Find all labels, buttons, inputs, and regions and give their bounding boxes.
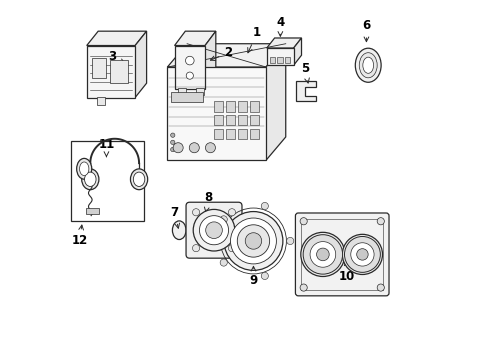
Bar (86, 45, 135, 98)
Bar (249, 129, 258, 139)
Polygon shape (266, 38, 301, 48)
Circle shape (205, 143, 215, 153)
Circle shape (300, 218, 306, 225)
Circle shape (170, 140, 175, 144)
Ellipse shape (355, 48, 380, 82)
Bar (237, 115, 246, 125)
Circle shape (170, 147, 175, 152)
Bar (70, 140, 144, 221)
Ellipse shape (362, 57, 373, 73)
Bar (92, 58, 106, 78)
Circle shape (193, 210, 234, 251)
Bar (249, 102, 258, 112)
Text: 1: 1 (247, 27, 261, 53)
Text: 9: 9 (249, 266, 257, 287)
Ellipse shape (359, 53, 376, 78)
Bar (174, 45, 204, 89)
Text: 5: 5 (300, 62, 309, 83)
Text: 7: 7 (170, 206, 179, 228)
Circle shape (205, 222, 222, 239)
Polygon shape (174, 31, 215, 45)
Bar (277, 57, 282, 63)
Circle shape (228, 209, 235, 216)
Bar (97, 97, 104, 105)
Polygon shape (135, 31, 146, 98)
Circle shape (192, 209, 199, 216)
Text: 12: 12 (71, 225, 87, 247)
Circle shape (300, 232, 344, 276)
Bar (249, 115, 258, 125)
Bar (237, 102, 246, 112)
Bar (266, 48, 293, 65)
Circle shape (316, 248, 328, 261)
Circle shape (309, 242, 335, 267)
Bar (214, 115, 223, 125)
Circle shape (199, 216, 228, 245)
Ellipse shape (130, 169, 147, 190)
Bar (225, 115, 235, 125)
Text: 3: 3 (107, 50, 124, 63)
Bar (225, 129, 235, 139)
Text: 6: 6 (362, 19, 370, 42)
Ellipse shape (133, 172, 144, 186)
Circle shape (220, 259, 227, 266)
Bar (237, 129, 246, 139)
Circle shape (356, 249, 367, 260)
Ellipse shape (84, 172, 96, 186)
Bar (225, 102, 235, 112)
Bar (85, 208, 99, 214)
Ellipse shape (81, 169, 99, 190)
Polygon shape (86, 31, 146, 45)
Circle shape (261, 202, 268, 210)
Circle shape (185, 56, 194, 65)
Circle shape (244, 233, 261, 249)
Circle shape (224, 212, 282, 270)
Polygon shape (167, 44, 285, 67)
Circle shape (376, 284, 384, 291)
Polygon shape (296, 81, 316, 101)
Circle shape (192, 244, 199, 252)
Circle shape (228, 244, 235, 252)
Text: 11: 11 (98, 138, 114, 157)
Circle shape (350, 243, 373, 266)
Circle shape (170, 133, 175, 137)
Ellipse shape (80, 162, 89, 176)
Bar (110, 60, 128, 83)
Circle shape (342, 234, 382, 274)
Text: 2: 2 (210, 46, 232, 60)
Circle shape (173, 143, 183, 153)
Circle shape (286, 237, 293, 244)
Bar (196, 88, 203, 95)
Circle shape (300, 284, 306, 291)
Circle shape (237, 225, 269, 257)
Polygon shape (204, 31, 215, 89)
Bar (178, 88, 185, 95)
Circle shape (303, 235, 342, 274)
Bar (214, 102, 223, 112)
Ellipse shape (172, 221, 185, 239)
Polygon shape (293, 38, 301, 65)
Bar (301, 219, 383, 290)
Bar (270, 57, 275, 63)
Circle shape (220, 216, 227, 223)
FancyBboxPatch shape (295, 213, 388, 296)
Bar (171, 93, 203, 103)
Ellipse shape (77, 158, 92, 179)
Circle shape (230, 218, 276, 264)
Text: 8: 8 (204, 192, 212, 212)
Bar (284, 57, 289, 63)
Circle shape (261, 272, 268, 279)
Bar (214, 129, 223, 139)
Circle shape (186, 72, 193, 79)
Bar (167, 67, 265, 160)
Circle shape (189, 143, 199, 153)
FancyBboxPatch shape (185, 202, 242, 258)
Circle shape (344, 237, 380, 273)
Text: 4: 4 (276, 16, 284, 36)
Circle shape (376, 218, 384, 225)
Text: 10: 10 (338, 261, 354, 283)
Polygon shape (265, 44, 285, 160)
